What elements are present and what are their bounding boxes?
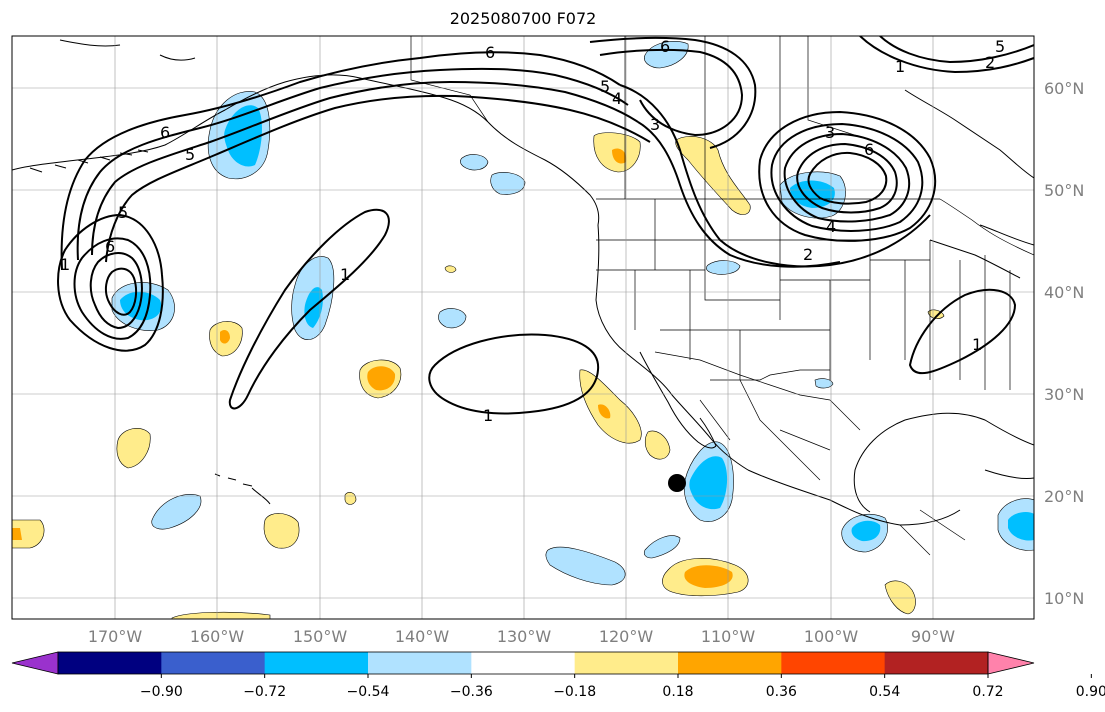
colorbar-tick-label: −0.54 xyxy=(347,684,390,700)
contour-label: 6 xyxy=(160,123,170,142)
contour-label: 5 xyxy=(600,77,610,96)
lon-label: 130°W xyxy=(497,627,552,646)
lat-label: 40°N xyxy=(1044,283,1084,302)
contour-label: 1 xyxy=(340,265,350,284)
colorbar-cell xyxy=(58,652,162,674)
lon-label: 100°W xyxy=(804,627,859,646)
colorbar-cell xyxy=(471,652,576,674)
lon-label: 150°W xyxy=(293,627,348,646)
lat-label: 30°N xyxy=(1044,385,1084,404)
colorbar-frame xyxy=(57,651,989,675)
colorbar-tick-label: 0.90 xyxy=(1076,684,1105,700)
contour-label: 5 xyxy=(118,203,128,222)
lat-label: 10°N xyxy=(1044,589,1084,608)
colorbar-cell xyxy=(161,652,266,674)
colorbar-cell xyxy=(368,652,472,674)
map-title: 2025080700 F072 xyxy=(449,9,597,28)
political-borders xyxy=(410,36,1034,556)
lon-label: 110°W xyxy=(701,627,756,646)
contour-label: 2 xyxy=(803,245,813,264)
contour-label: 5 xyxy=(995,37,1005,56)
contour-label: 3 xyxy=(650,115,660,134)
colorbar-tick-label: 0.18 xyxy=(662,684,693,700)
colorbar-cell xyxy=(678,652,782,674)
lon-label: 120°W xyxy=(599,627,654,646)
contour-label: 1 xyxy=(483,406,493,425)
contour-label: 1 xyxy=(60,255,70,274)
graticule xyxy=(12,36,1034,619)
contour-label: 6 xyxy=(485,43,495,62)
contour-label: 6 xyxy=(660,37,670,56)
colorbar-cell xyxy=(574,652,679,674)
map-frame xyxy=(11,35,1035,620)
contour-label: 2 xyxy=(985,53,995,72)
contour-label-group: 6 6 5 5 6 1 5 4 3 3 2 4 6 1 1 2 1 5 6 1 xyxy=(60,37,1005,425)
colorbar-tick-label: 0.54 xyxy=(869,684,900,700)
contour-label: 3 xyxy=(825,123,835,142)
colorbar-tick-label: −0.72 xyxy=(243,684,286,700)
contour-label: 6 xyxy=(105,237,115,256)
contour-label: 1 xyxy=(972,335,982,354)
longitude-labels: 170°W 160°W 150°W 140°W 130°W 120°W 110°… xyxy=(88,627,955,646)
colorbar-tick-label: −0.90 xyxy=(140,684,183,700)
contour-label: 5 xyxy=(185,145,195,164)
colorbar-cell xyxy=(884,652,989,674)
colorbar-tick-label: 0.72 xyxy=(972,684,1003,700)
colorbar: −0.90 −0.72 −0.54 −0.36 −0.18 0.18 0.36 0.54 0.7… xyxy=(11,651,1105,700)
contour-lines xyxy=(57,36,1034,415)
colorbar-cell xyxy=(781,652,886,674)
contour-label: 6 xyxy=(864,140,874,159)
lon-label: 160°W xyxy=(190,627,245,646)
location-marker xyxy=(668,474,686,492)
lat-label: 60°N xyxy=(1044,79,1084,98)
colorbar-tick-label: −0.36 xyxy=(450,684,493,700)
latitude-labels: 60°N 50°N 40°N 30°N 20°N 10°N xyxy=(1044,79,1084,608)
colorbar-cell xyxy=(264,652,369,674)
lon-label: 140°W xyxy=(395,627,450,646)
coastlines xyxy=(12,39,1034,526)
colorbar-tick-label: 0.36 xyxy=(766,684,797,700)
contour-label: 4 xyxy=(826,217,836,236)
colorbar-extend-low xyxy=(11,651,59,675)
lon-label: 170°W xyxy=(88,627,143,646)
contour-label: 4 xyxy=(612,89,622,108)
shaded-anomaly-fields xyxy=(12,41,1034,619)
colorbar-tick-label: −0.18 xyxy=(553,684,596,700)
contour-label: 1 xyxy=(895,57,905,76)
lon-label: 90°W xyxy=(911,627,955,646)
lat-label: 20°N xyxy=(1044,487,1084,506)
lat-label: 50°N xyxy=(1044,181,1084,200)
colorbar-extend-high xyxy=(987,651,1035,675)
